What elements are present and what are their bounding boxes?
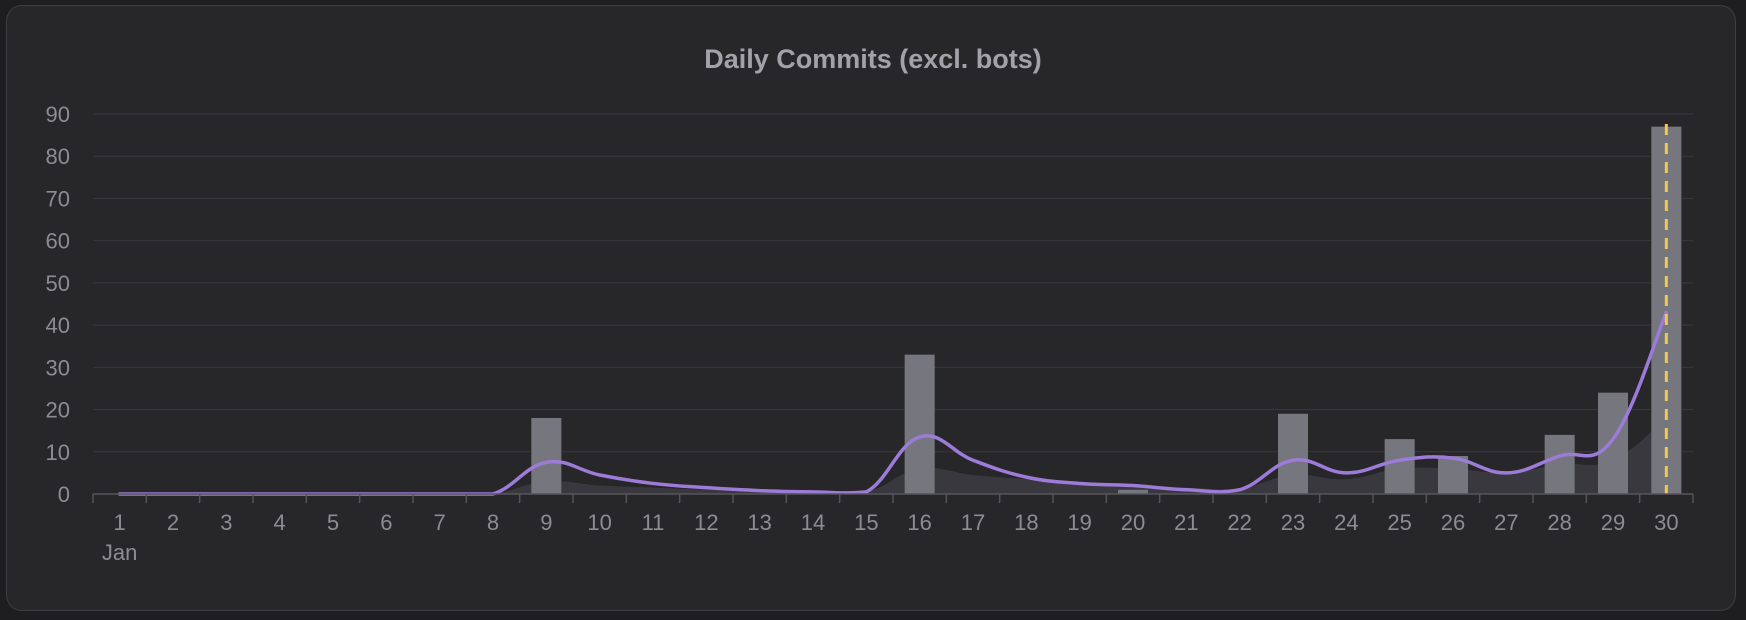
x-tick-label: 4 xyxy=(274,510,286,535)
x-tick-label: 28 xyxy=(1547,510,1571,535)
x-tick-label: 11 xyxy=(642,510,665,535)
x-tick-label: 10 xyxy=(587,510,611,535)
x-tick-label: 7 xyxy=(434,510,446,535)
x-tick-label: 18 xyxy=(1014,510,1038,535)
x-tick-label: 1 xyxy=(114,510,126,535)
x-tick-label: 26 xyxy=(1441,510,1465,535)
y-tick-label: 90 xyxy=(46,102,70,127)
bar-29 xyxy=(1598,392,1628,494)
y-tick-label: 80 xyxy=(46,144,70,169)
bar-25 xyxy=(1384,439,1415,494)
x-tick-label: 19 xyxy=(1067,510,1091,535)
x-tick-label: 13 xyxy=(747,510,771,535)
y-tick-label: 70 xyxy=(46,186,70,211)
bar-9 xyxy=(531,418,562,494)
x-tick-label: 15 xyxy=(854,510,878,535)
x-tick-label: 25 xyxy=(1387,510,1411,535)
x-tick-label: 12 xyxy=(694,510,718,535)
x-tick-label: 29 xyxy=(1601,510,1625,535)
bar-28 xyxy=(1544,434,1575,494)
chart-panel xyxy=(6,5,1736,611)
x-tick-label: 14 xyxy=(801,510,825,535)
x-tick-label: 20 xyxy=(1121,510,1145,535)
x-tick-label: 23 xyxy=(1281,510,1305,535)
bars xyxy=(531,126,1682,495)
bar-20 xyxy=(1118,489,1148,494)
chart-title: Daily Commits (excl. bots) xyxy=(704,44,1042,74)
area-layer xyxy=(119,418,1667,494)
x-tick-label: 6 xyxy=(380,510,392,535)
y-tick-label: 10 xyxy=(46,440,70,465)
y-tick-label: 20 xyxy=(46,398,70,423)
bar-26 xyxy=(1438,456,1468,494)
x-tick-label: 9 xyxy=(540,510,552,535)
y-tick-label: 50 xyxy=(46,271,70,296)
x-tick-label: 8 xyxy=(487,510,499,535)
y-tick-label: 60 xyxy=(46,229,70,254)
x-tick-label: 27 xyxy=(1494,510,1518,535)
x-tick-label: 17 xyxy=(961,510,985,535)
y-tick-label: 0 xyxy=(58,482,70,507)
month-label: Jan xyxy=(102,540,137,565)
x-tick-label: 3 xyxy=(220,510,232,535)
grid-lines xyxy=(93,113,1693,453)
baseline-area xyxy=(119,418,1667,494)
x-tick-label: 24 xyxy=(1334,510,1358,535)
trend-line xyxy=(117,310,1669,496)
bar-16 xyxy=(904,354,935,494)
x-tick-label: 5 xyxy=(327,510,339,535)
x-tick-label: 22 xyxy=(1227,510,1251,535)
bar-23 xyxy=(1278,413,1308,494)
x-tick-label: 2 xyxy=(167,510,179,535)
y-tick-label: 40 xyxy=(46,313,70,338)
x-tick-label: 16 xyxy=(907,510,931,535)
y-tick-label: 30 xyxy=(46,355,70,380)
line-layer xyxy=(117,310,1669,496)
x-tick-label: 30 xyxy=(1654,510,1678,535)
x-tick-label: 21 xyxy=(1174,510,1198,535)
